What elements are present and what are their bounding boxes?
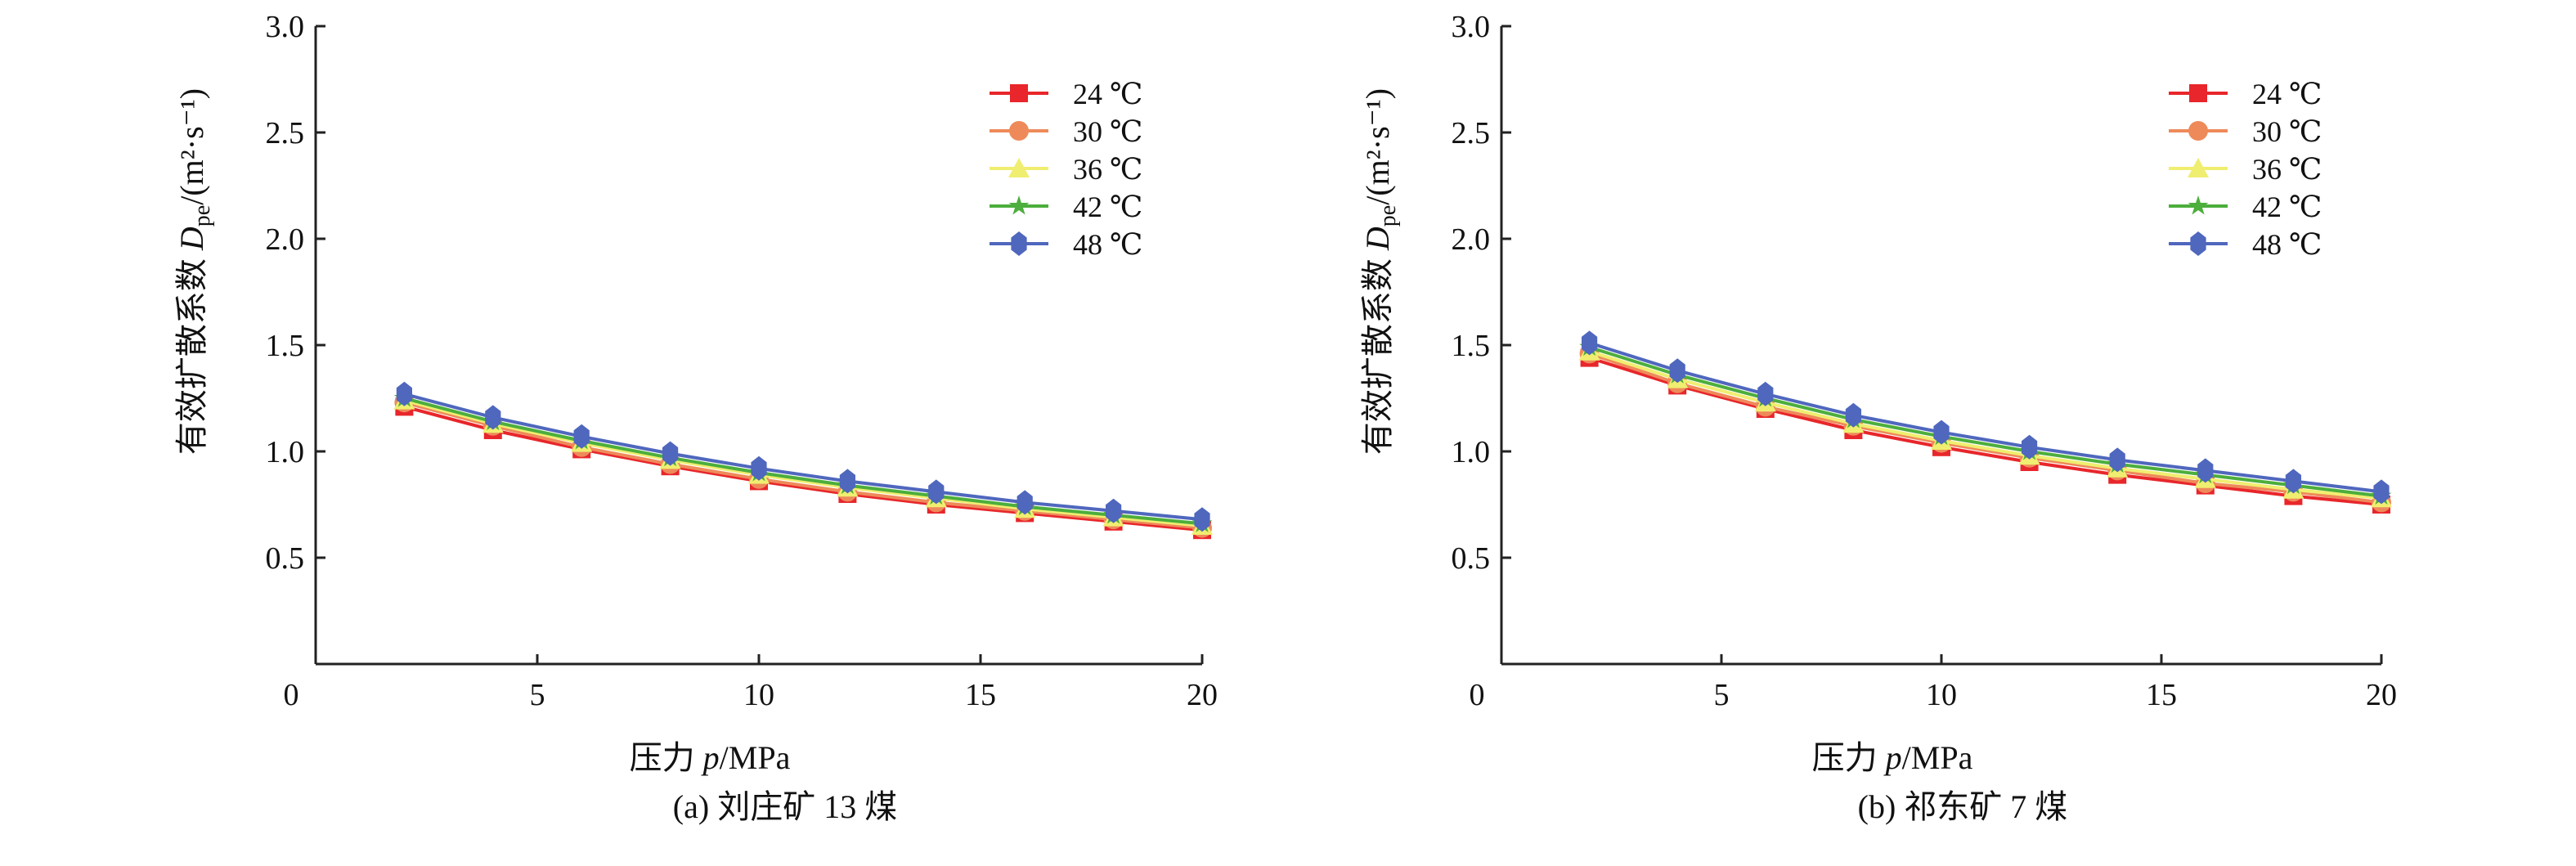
chart-caption: (a) 刘庄矿 13 煤 [673, 788, 897, 825]
series-line [403, 392, 1203, 522]
series-48 [396, 381, 1210, 532]
y-axis-label: 有效扩散系数 Dpe/(m²·s⁻¹) [1359, 88, 1401, 455]
data-point [1194, 507, 1210, 532]
chart-b: 0 5 10 15 20 0.5 1.0 1.5 2.0 2.5 3.0 压力 p/MPa 有效扩散系数… [1359, 10, 2397, 825]
data-point [1933, 420, 1950, 445]
legend-marker [1011, 231, 1027, 256]
series-line [403, 405, 1203, 532]
x-tick-label: 20 [2366, 678, 2397, 712]
data-point [751, 455, 767, 481]
data-point [1757, 381, 1774, 406]
legend-item: 30 ℃ [990, 115, 1142, 148]
data-point [662, 441, 679, 466]
chart-a: 0 5 10 15 20 0.5 1.0 1.5 2.0 2.5 3.0 压力 p/MPa 有效扩散系数… [173, 10, 1218, 825]
legend-label: 48 ℃ [2252, 228, 2322, 261]
legend-item: 30 ℃ [2169, 115, 2322, 148]
y-tick-label: 2.5 [1452, 116, 1491, 150]
y-tick-label: 1.0 [1452, 435, 1491, 469]
x-tick-label: 10 [743, 678, 774, 712]
y-tick-label: 3.0 [1452, 10, 1491, 44]
legend-label: 24 ℃ [1073, 78, 1142, 110]
legend-label: 42 ℃ [2252, 191, 2322, 223]
series-line [1588, 352, 2382, 505]
y-tick-label: 1.0 [266, 435, 305, 469]
data-point [573, 424, 590, 449]
y-tick-label: 1.5 [266, 329, 305, 363]
x-axis-label: 压力 p/MPa [1812, 739, 1973, 776]
series-line [403, 398, 1203, 527]
y-tick-label: 0.5 [1452, 541, 1491, 576]
series-42 [394, 388, 1213, 532]
x-tick-label: 15 [965, 678, 996, 712]
y-axis-label: 有效扩散系数 Dpe/(m²·s⁻¹) [173, 88, 215, 455]
legend-item: 36 ℃ [990, 153, 1142, 186]
data-point [485, 405, 501, 430]
y-tick-label: 0.5 [266, 541, 305, 576]
legend-marker [2188, 158, 2209, 177]
series-line [1589, 345, 2382, 498]
data-point [1669, 358, 1685, 384]
data-point [1582, 330, 1598, 356]
legend-item: 42 ℃ [2169, 191, 2322, 223]
legend-label: 24 ℃ [2252, 78, 2322, 110]
legend-label: 36 ℃ [1073, 153, 1142, 186]
legend-item: 42 ℃ [990, 191, 1142, 223]
legend-item: 24 ℃ [990, 78, 1142, 110]
y-tick-label: 2.5 [266, 116, 305, 150]
chart-caption: (b) 祁东矿 7 煤 [1858, 788, 2068, 825]
legend-label: 30 ℃ [1073, 115, 1142, 148]
legend-marker [2188, 121, 2208, 141]
legend-item: 48 ℃ [990, 228, 1142, 261]
series-line [1589, 356, 2382, 506]
legend-marker [1008, 195, 1030, 215]
data-point [2109, 447, 2125, 473]
y-tick-label: 2.0 [266, 222, 305, 257]
legend-marker [2190, 231, 2206, 256]
series-48 [1582, 330, 2390, 505]
data-point [396, 381, 412, 406]
x-axis-label: 压力 p/MPa [630, 739, 791, 776]
data-point [1106, 498, 1122, 523]
data-point [1016, 490, 1033, 515]
data-point [928, 479, 945, 505]
data-point [2373, 479, 2390, 505]
y-tick-label: 2.0 [1452, 222, 1491, 257]
series-line [403, 401, 1203, 530]
legend-marker [1008, 158, 1030, 177]
legend-marker [1009, 121, 1029, 141]
y-tick-label: 1.5 [1452, 329, 1491, 363]
x-tick-label: 10 [1926, 678, 1957, 712]
series-line [1589, 341, 2382, 494]
legend-marker [1010, 84, 1028, 102]
legend-marker [2189, 84, 2207, 102]
legend-item: 24 ℃ [2169, 78, 2322, 110]
legend-label: 48 ℃ [1073, 228, 1142, 261]
y-tick-label: 3.0 [266, 10, 305, 44]
data-point [2285, 469, 2301, 494]
legend-label: 36 ℃ [2252, 153, 2322, 186]
x-tick-label: 15 [2146, 678, 2177, 712]
data-point [839, 469, 855, 494]
legend-item: 48 ℃ [2169, 228, 2322, 261]
legend-marker [2188, 195, 2209, 215]
series-line [403, 397, 1203, 526]
x-tick-label: 0 [284, 678, 299, 712]
x-tick-label: 0 [1470, 678, 1485, 712]
legend-label: 42 ℃ [1073, 191, 1142, 223]
legend-item: 36 ℃ [2169, 153, 2322, 186]
series-line [1589, 349, 2382, 500]
data-point [1845, 402, 1861, 428]
data-point [2022, 434, 2038, 460]
x-tick-label: 5 [1714, 678, 1730, 712]
x-tick-label: 5 [530, 678, 545, 712]
legend-label: 30 ℃ [2252, 115, 2322, 148]
data-point [2197, 458, 2214, 483]
x-tick-label: 20 [1187, 678, 1218, 712]
